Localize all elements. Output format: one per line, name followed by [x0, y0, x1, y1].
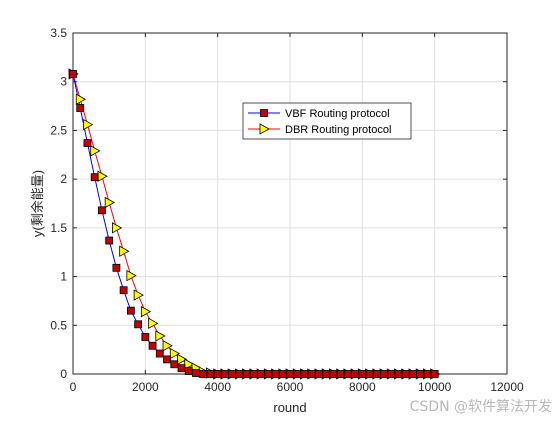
series-marker-square	[271, 370, 280, 378]
series-markers-vbf	[69, 70, 439, 378]
series-marker-square	[264, 370, 273, 378]
legend-label: DBR Routing protocol	[285, 124, 391, 136]
x-tick-label: 6000	[277, 380, 304, 394]
series-marker-square	[141, 333, 150, 341]
series-marker-square	[336, 370, 345, 378]
series-marker-triangle	[259, 123, 270, 135]
series-marker-square	[286, 370, 294, 378]
series-marker-square	[307, 370, 316, 378]
y-tick-label: 3.5	[50, 26, 67, 40]
series-marker-square	[430, 370, 439, 378]
series-marker-square	[105, 236, 114, 245]
series-marker-triangle	[126, 269, 137, 282]
legend-box	[242, 102, 412, 140]
series-marker-triangle	[148, 317, 159, 330]
series-marker-square	[83, 139, 92, 147]
series-marker-square	[394, 370, 403, 378]
series-marker-square	[206, 370, 215, 378]
series-marker-triangle	[83, 118, 94, 131]
y-tick-label: 3	[60, 75, 67, 89]
series-marker-square	[372, 370, 381, 378]
series-marker-square	[228, 370, 237, 378]
series-marker-square	[329, 370, 338, 378]
series-marker-square	[300, 370, 309, 378]
series-marker-square	[322, 370, 331, 378]
series-marker-square	[170, 360, 179, 369]
y-tick-label: 2	[60, 172, 67, 186]
x-tick-label: 10000	[418, 380, 452, 394]
series-marker-square	[343, 370, 352, 378]
series-marker-triangle	[140, 305, 152, 318]
series-marker-triangle	[162, 340, 173, 352]
series-marker-square	[387, 370, 396, 378]
series-marker-square	[184, 367, 193, 375]
series-marker-square	[119, 286, 128, 295]
series-marker-square	[365, 370, 374, 378]
series-marker-triangle	[177, 353, 188, 366]
series-marker-triangle	[112, 222, 123, 234]
series-marker-triangle	[133, 289, 144, 301]
series-marker-square	[220, 370, 229, 378]
series-marker-square	[293, 370, 302, 378]
series-marker-square	[192, 369, 200, 377]
series-marker-square	[76, 104, 85, 112]
series-marker-square	[315, 370, 323, 378]
series-marker-square	[134, 320, 143, 329]
series-marker-square	[163, 355, 171, 364]
series-marker-square	[257, 370, 265, 378]
series-marker-triangle	[104, 196, 115, 209]
x-tick-label: 2000	[132, 380, 159, 394]
legend: VBF Routing protocol DBR Routing protocol	[242, 102, 412, 140]
y-tick-label: 0.5	[50, 318, 67, 332]
x-tick-label: 12000	[490, 380, 524, 394]
watermark: CSDN @软件算法开发	[409, 399, 552, 415]
series-marker-square	[98, 206, 106, 215]
y-tick-label: 1.5	[50, 221, 67, 235]
series-marker-square	[278, 370, 287, 378]
series-marker-square	[69, 70, 77, 78]
series-marker-square	[351, 370, 360, 378]
series-marker-square	[235, 370, 244, 378]
series-marker-square	[177, 364, 186, 373]
series-marker-square	[155, 349, 164, 358]
x-tick-label: 8000	[349, 380, 376, 394]
y-tick-label: 1	[60, 270, 67, 284]
series-marker-triangle	[169, 347, 181, 360]
y-axis-label: y(剩余能量)	[30, 170, 45, 237]
y-tick-label: 0	[60, 367, 67, 381]
series-marker-square	[260, 109, 268, 117]
x-axis-label: round	[273, 400, 306, 415]
series-marker-triangle	[119, 245, 130, 257]
series-marker-triangle	[155, 330, 166, 342]
series-marker-square	[148, 341, 157, 350]
legend-label: VBF Routing protocol	[285, 108, 390, 120]
series-marker-square	[380, 370, 388, 378]
series-marker-square	[199, 370, 208, 378]
series-marker-square	[126, 306, 135, 315]
series-marker-triangle	[90, 145, 101, 157]
x-tick-label: 4000	[204, 380, 231, 394]
x-tick-label: 0	[70, 380, 77, 394]
series-marker-square	[242, 370, 251, 378]
series-marker-square	[358, 370, 367, 378]
series-marker-square	[409, 370, 417, 378]
series-marker-triangle	[75, 93, 87, 105]
series-marker-square	[416, 370, 425, 378]
series-marker-square	[213, 370, 222, 378]
y-tick-label: 2.5	[50, 123, 67, 137]
series-marker-square	[423, 370, 432, 378]
series-marker-square	[401, 370, 410, 378]
series-marker-square	[90, 173, 99, 182]
series-marker-square	[112, 263, 121, 272]
series-marker-square	[249, 370, 258, 378]
